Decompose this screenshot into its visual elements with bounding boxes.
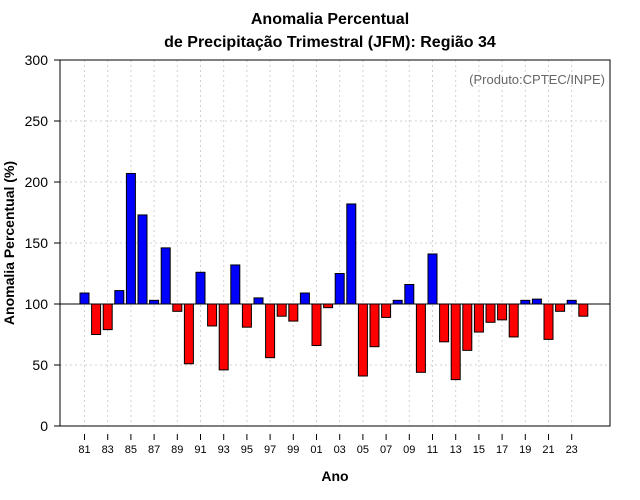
bar-00 <box>299 292 310 305</box>
x-tick-label: 07 <box>380 444 392 456</box>
plot-frame <box>59 59 611 427</box>
y-axis-label: Anomalia Percentual (%) <box>1 161 17 325</box>
x-tick-label: 17 <box>496 444 508 456</box>
x-tick-label: 13 <box>450 444 462 456</box>
bar-22 <box>555 303 566 312</box>
bar-91 <box>195 271 206 305</box>
y-tick-label: 200 <box>25 174 49 190</box>
bar-89 <box>172 303 183 312</box>
bar-86 <box>137 214 148 305</box>
bar-15 <box>473 303 484 333</box>
y-tick-label: 50 <box>32 357 48 373</box>
bar-24 <box>578 303 589 317</box>
bar-17 <box>497 303 508 321</box>
bar-83 <box>102 303 113 331</box>
bar-06 <box>369 303 380 348</box>
bar-18 <box>508 303 519 338</box>
bar-96 <box>253 297 264 305</box>
x-tick-label: 93 <box>218 444 230 456</box>
x-tick-label: 19 <box>519 444 531 456</box>
x-tick-label: 09 <box>403 444 415 456</box>
x-tick-label: 21 <box>542 444 554 456</box>
bar-01 <box>311 303 322 346</box>
x-tick-label: 97 <box>264 444 276 456</box>
x-tick-label: 85 <box>125 444 137 456</box>
bar-87 <box>149 299 160 305</box>
bar-90 <box>183 303 194 365</box>
x-axis-label: Ano <box>321 468 348 484</box>
bar-95 <box>241 303 252 328</box>
bar-10 <box>415 303 426 373</box>
x-tick-label: 03 <box>334 444 346 456</box>
x-axis: 81 83 85 87 89 91 93 95 97 99 01 03 05 07 09 11 13 15 17 19… <box>78 434 578 456</box>
bar-84 <box>114 290 125 305</box>
bar-02 <box>323 303 334 309</box>
chart-title-line1: Anomalia Percentual <box>251 11 409 28</box>
x-tick-label: 15 <box>473 444 485 456</box>
bar-82 <box>91 303 102 335</box>
x-tick-label: 81 <box>78 444 90 456</box>
bars <box>60 172 610 381</box>
bar-21 <box>543 303 554 340</box>
x-tick-label: 05 <box>357 444 369 456</box>
x-tick-label: 87 <box>148 444 160 456</box>
y-tick-label: 300 <box>25 52 49 68</box>
bar-08 <box>392 299 403 305</box>
x-tick-label: 95 <box>241 444 253 456</box>
x-tick-label: 11 <box>427 444 438 456</box>
bar-97 <box>265 303 276 359</box>
x-tick-label: 83 <box>102 444 114 456</box>
y-tick-label: 0 <box>40 418 48 434</box>
x-tick-label: 01 <box>310 444 322 456</box>
bar-03 <box>334 273 345 305</box>
bar-94 <box>230 264 241 305</box>
bar-16 <box>485 303 496 323</box>
bar-23 <box>566 299 577 305</box>
y-axis: 0 50 100 150 200 250 300 <box>25 52 60 434</box>
bar-93 <box>218 303 229 371</box>
bar-14 <box>462 303 473 351</box>
bar-09 <box>404 283 415 305</box>
y-tick-label: 100 <box>25 296 49 312</box>
y-tick-label: 250 <box>25 113 49 129</box>
x-tick-label: 89 <box>171 444 183 456</box>
x-tick-label: 99 <box>287 444 299 456</box>
bar-13 <box>450 303 461 381</box>
bar-85 <box>125 172 136 305</box>
x-tick-label: 23 <box>566 444 578 456</box>
bar-98 <box>276 303 287 317</box>
bar-99 <box>288 303 299 322</box>
bar-20 <box>531 298 542 305</box>
bar-88 <box>160 247 171 305</box>
bar-19 <box>520 299 531 305</box>
bar-81 <box>79 292 90 305</box>
y-tick-label: 150 <box>25 235 49 251</box>
bar-92 <box>207 303 218 327</box>
bar-05 <box>357 303 368 377</box>
credit-text: (Produto:CPTEC/INPE) <box>469 72 605 87</box>
bar-12 <box>439 303 450 343</box>
bar-07 <box>381 303 392 318</box>
bar-04 <box>346 203 357 305</box>
chart-title-line2: de Precipitação Trimestral (JFM): Região… <box>164 34 496 51</box>
bar-11 <box>427 253 438 305</box>
x-tick-label: 91 <box>194 444 206 456</box>
